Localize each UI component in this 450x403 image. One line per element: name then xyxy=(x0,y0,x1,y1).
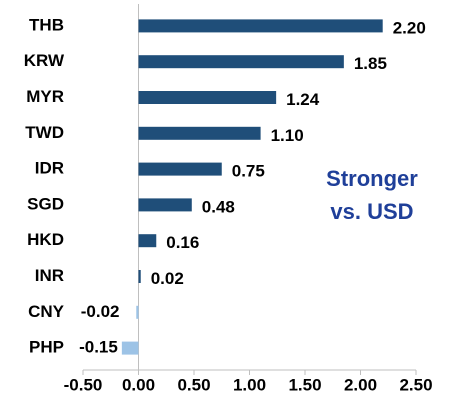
y-tick-label: THB xyxy=(29,15,64,34)
y-tick-label: SGD xyxy=(27,194,64,213)
bar xyxy=(138,55,344,69)
y-tick-label: TWD xyxy=(25,123,64,142)
annotation: vs. USD xyxy=(330,199,413,224)
x-tick-label: 1.00 xyxy=(233,375,266,394)
value-label: 0.02 xyxy=(151,269,184,288)
value-label: 0.16 xyxy=(166,233,199,252)
x-tick-label: 0.00 xyxy=(122,375,155,394)
value-label: 0.48 xyxy=(202,197,235,216)
x-tick-label: 0.50 xyxy=(177,375,210,394)
bar xyxy=(121,341,139,355)
bar xyxy=(138,270,141,283)
bar xyxy=(138,234,157,248)
bar xyxy=(138,162,222,176)
y-tick-label: CNY xyxy=(28,302,65,321)
x-tick-label: 1.50 xyxy=(288,375,321,394)
y-tick-label: IDR xyxy=(35,159,64,178)
y-tick-label: MYR xyxy=(26,87,64,106)
value-label: 1.24 xyxy=(286,90,320,109)
bar xyxy=(138,19,383,33)
value-label: 1.85 xyxy=(354,54,387,73)
value-label: 2.20 xyxy=(393,18,426,37)
y-tick-label: INR xyxy=(35,266,64,285)
value-label: -0.02 xyxy=(81,302,120,321)
x-tick-label: 2.00 xyxy=(344,375,377,394)
value-label: 0.75 xyxy=(232,162,265,181)
y-tick-label: KRW xyxy=(24,51,65,70)
x-tick-label: 2.50 xyxy=(399,375,432,394)
bar xyxy=(136,305,139,319)
y-tick-label: PHP xyxy=(29,338,64,357)
bar xyxy=(138,126,261,140)
value-label: -0.15 xyxy=(79,338,118,357)
value-label: 1.10 xyxy=(271,126,304,145)
annotation: Stronger xyxy=(326,166,418,191)
bar xyxy=(138,198,192,212)
y-tick-label: HKD xyxy=(27,230,64,249)
x-tick-label: -0.50 xyxy=(64,375,103,394)
bar xyxy=(138,91,277,104)
